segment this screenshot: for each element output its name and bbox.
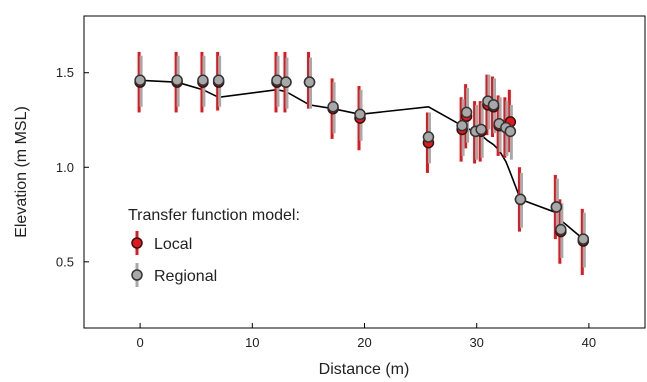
- legend-title: Transfer function model:: [128, 207, 300, 224]
- legend-local-marker: [131, 237, 143, 249]
- regional-point-11: [460, 106, 473, 119]
- regional-point-9: [422, 131, 435, 143]
- legend-regional-marker: [131, 269, 143, 281]
- legend-local-label: Local: [154, 236, 192, 253]
- regional-point-7: [327, 101, 339, 113]
- regional-point-0: [134, 74, 146, 87]
- y-tick-label-2: 1.5: [56, 65, 74, 80]
- regional-point-6: [303, 76, 316, 88]
- regional-point-15: [487, 99, 500, 111]
- x-tick-label-3: 30: [469, 335, 483, 350]
- regional-point-19: [514, 193, 527, 206]
- regional-point-20: [550, 201, 563, 213]
- regional-point-5: [280, 76, 292, 88]
- regional-point-18: [504, 125, 517, 138]
- data-points-group: [134, 74, 590, 247]
- regional-point-10: [456, 119, 468, 132]
- x-tick-label-2: 20: [357, 335, 371, 350]
- regional-point-2: [197, 74, 209, 87]
- regional-point-13: [475, 123, 487, 136]
- x-tick-label-0: 0: [136, 335, 143, 350]
- legend: Transfer function model: Local Regional: [128, 207, 300, 287]
- regional-point-8: [354, 108, 366, 121]
- x-tick-label-1: 10: [245, 335, 259, 350]
- x-axis-title: Distance (m): [319, 361, 410, 378]
- legend-regional-label: Regional: [154, 268, 217, 285]
- regional-point-1: [171, 74, 183, 87]
- regional-point-22: [577, 233, 590, 245]
- x-tick-label-4: 40: [582, 335, 596, 350]
- regional-point-21: [555, 223, 567, 236]
- y-axis-title: Elevation (m MSL): [13, 106, 30, 238]
- y-tick-label-1: 1.0: [56, 160, 74, 175]
- axis-ticks: 0 10 20 30 40 0.5 1.0 1.5: [56, 65, 596, 350]
- y-tick-label-0: 0.5: [56, 254, 74, 269]
- regional-point-3: [212, 74, 225, 87]
